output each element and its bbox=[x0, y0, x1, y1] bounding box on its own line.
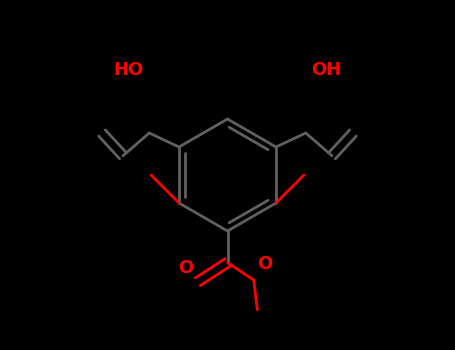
Text: OH: OH bbox=[312, 61, 342, 79]
Text: O: O bbox=[257, 255, 272, 273]
Text: O: O bbox=[178, 259, 193, 277]
Text: HO: HO bbox=[113, 61, 143, 79]
